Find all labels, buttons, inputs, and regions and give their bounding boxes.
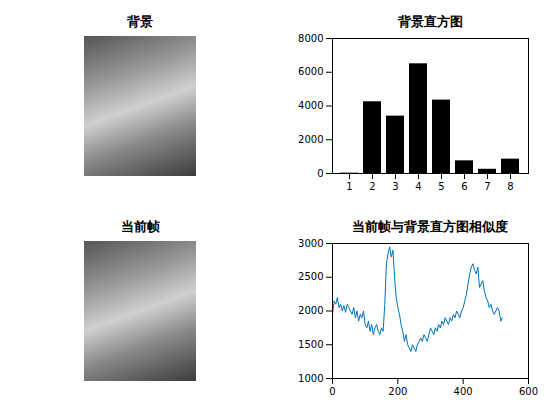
svg-text:600: 600: [519, 386, 538, 397]
svg-text:1: 1: [346, 181, 352, 192]
svg-text:8: 8: [507, 181, 513, 192]
html-text:当前帧与背景直方图相似度: 当前帧与背景直方图相似度: [352, 219, 508, 234]
svg-text:6: 6: [461, 181, 467, 192]
svg-text:6000: 6000: [298, 66, 323, 77]
svg-text:2000: 2000: [298, 305, 323, 316]
svg-text:1500: 1500: [298, 339, 323, 350]
svg-text:8000: 8000: [298, 33, 323, 44]
html-text:当前帧: 当前帧: [120, 219, 160, 234]
svg-text:0: 0: [317, 168, 323, 179]
html-text:背景: 背景: [127, 14, 153, 29]
svg-text:200: 200: [388, 386, 407, 397]
svg-text:2500: 2500: [298, 271, 323, 282]
svg-text:2000: 2000: [298, 134, 323, 145]
svg-text:2: 2: [369, 181, 375, 192]
svg-text:3000: 3000: [298, 238, 323, 249]
svg-text:1000: 1000: [298, 373, 323, 384]
svg-text:3: 3: [392, 181, 398, 192]
svg-text:400: 400: [454, 386, 473, 397]
svg-text:4: 4: [415, 181, 421, 192]
html-text:背景直方图: 背景直方图: [397, 14, 463, 29]
svg-text:0: 0: [329, 386, 335, 397]
svg-text:7: 7: [484, 181, 490, 192]
svg-text:5: 5: [438, 181, 444, 192]
svg-text:4000: 4000: [298, 100, 323, 111]
